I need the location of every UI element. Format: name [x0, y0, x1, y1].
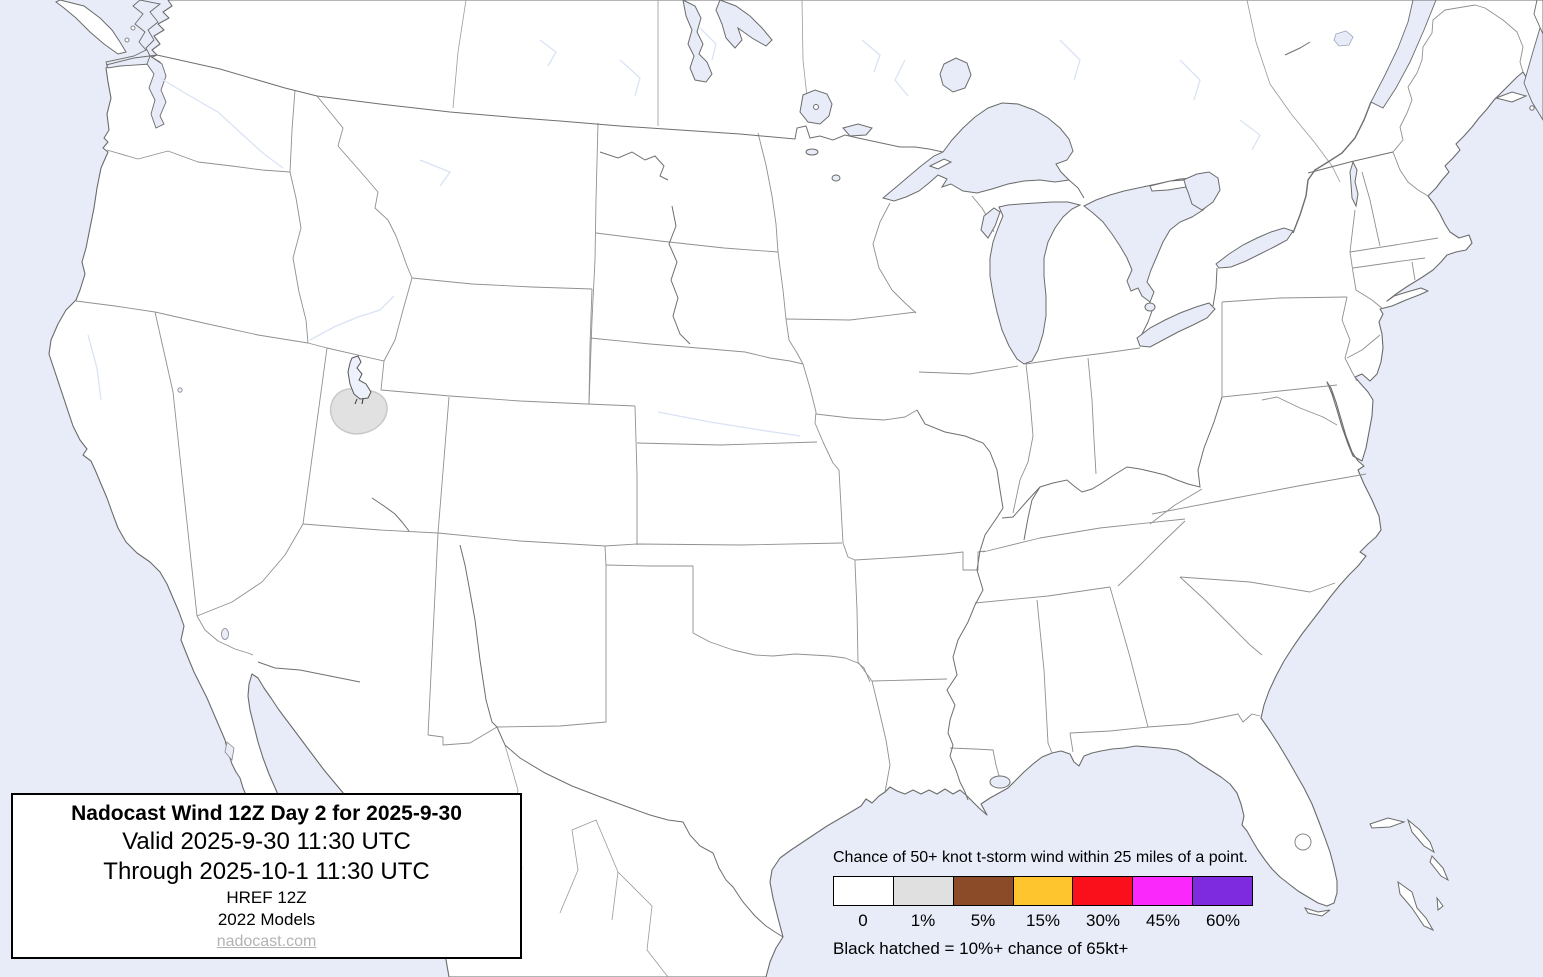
red-lake — [805, 148, 819, 156]
tennessee-river — [1023, 486, 1041, 541]
legend-swatch-0 — [833, 876, 894, 906]
lake-pontchartrain — [989, 775, 1011, 789]
legend-label-45%: 45% — [1145, 911, 1181, 930]
nadocast-site-link[interactable]: nadocast.com — [216, 932, 317, 950]
gulf-islet — [130, 25, 136, 31]
us-canada-border — [105, 54, 944, 153]
georgian-bay — [1182, 171, 1221, 211]
legend-swatch-row — [833, 876, 1254, 906]
bay-of-fundy — [1523, 14, 1543, 121]
lake-winnipeg — [715, 0, 773, 49]
quebec-lake — [1333, 30, 1354, 47]
through-time: Through 2025-10-1 11:30 UTC — [103, 857, 430, 885]
salton-sea — [221, 628, 229, 640]
lake-st-clair — [1144, 302, 1156, 312]
lake-erie — [1136, 302, 1216, 348]
legend-label-1%: 1% — [910, 911, 936, 930]
florida-keys — [1303, 907, 1331, 917]
lake-tahoe — [177, 387, 183, 393]
great-salt-lake — [347, 355, 372, 400]
great-lakes — [682, 0, 1359, 789]
grand-bahama — [1369, 817, 1406, 829]
andros — [1397, 880, 1435, 932]
lake-ontario — [1215, 227, 1294, 269]
faint-rivers — [87, 27, 1261, 437]
province-borders — [452, 0, 1341, 183]
legend-swatch-60% — [1192, 876, 1254, 906]
legend-title: Chance of 50+ knot t-storm wind within 2… — [833, 849, 1248, 866]
legend-swatch-1% — [892, 876, 954, 906]
great-salt-lake-hatch — [354, 398, 364, 405]
legend-label-30%: 30% — [1085, 911, 1121, 930]
lake-nipigon — [939, 57, 972, 93]
abaco — [1406, 818, 1436, 854]
rio-grande — [496, 726, 784, 938]
islands — [813, 91, 1535, 932]
valid-time: Valid 2025-9-30 11:30 UTC — [122, 828, 411, 856]
missouri-river-sd — [668, 205, 691, 345]
missouri-river-mt — [599, 151, 669, 181]
grand-manan-island — [1529, 105, 1535, 111]
legend-swatch-45% — [1132, 876, 1194, 906]
model-name: HREF 12Z — [226, 888, 307, 908]
manitoulin-island — [1149, 179, 1187, 192]
vancouver-island — [55, 0, 127, 55]
legend-label-row: 0 1% 5% 15% 30% 45% 60% — [833, 911, 1253, 931]
prince-edward-island — [1494, 91, 1528, 103]
rio-grande-nm — [459, 544, 498, 728]
lake-superior — [881, 102, 1074, 202]
legend-swatch-5% — [952, 876, 1014, 906]
st-lawrence-river — [1292, 101, 1372, 234]
st-lawrence-gulf — [1333, 0, 1543, 121]
baja-lagoon — [224, 741, 235, 761]
new-providence — [1436, 896, 1444, 911]
forecast-title: Nadocast Wind 12Z Day 2 for 2025-9-30 — [71, 802, 462, 826]
lake-manitoba — [682, 0, 713, 83]
lake-okeechobee — [1294, 833, 1312, 851]
lake-of-the-woods-island — [813, 104, 819, 110]
ohio-river — [1001, 396, 1223, 519]
forecast-title-box: Nadocast Wind 12Z Day 2 for 2025-9-30 Va… — [11, 793, 522, 959]
legend-label-15%: 15% — [1025, 911, 1061, 930]
gila-river — [257, 661, 361, 683]
rivers-and-national-borders — [105, 41, 1394, 938]
lake-michigan — [989, 201, 1082, 365]
western-lakes — [177, 355, 1312, 851]
gulf-islet — [124, 37, 130, 43]
legend-hatched-note: Black hatched = 10%+ chance of 65kt+ — [833, 939, 1129, 958]
sabine-river — [884, 786, 891, 793]
isle-royale — [928, 158, 953, 170]
legend-swatch-30% — [1072, 876, 1134, 906]
state-borders — [75, 4, 1524, 793]
legend-label-0: 0 — [858, 911, 868, 930]
green-bay — [980, 207, 1001, 239]
mississippi-river — [916, 409, 1004, 801]
lake-champlain — [1349, 160, 1359, 208]
legend-swatch-15% — [1012, 876, 1074, 906]
probability-legend: Chance of 50+ knot t-storm wind within 2… — [833, 849, 1254, 959]
north-america-landmass — [48, 0, 1543, 977]
models-note: 2022 Models — [217, 910, 316, 930]
pacific-nw-waters — [105, 0, 167, 129]
rainy-lakes — [842, 123, 873, 137]
nova-scotia-sliver — [1533, 0, 1543, 35]
colorado-river-ut — [371, 497, 410, 532]
eleuthera — [1429, 855, 1450, 882]
legend-label-5%: 5% — [970, 911, 996, 930]
mille-lacs-lake — [831, 174, 841, 182]
legend-label-60%: 60% — [1205, 911, 1241, 930]
